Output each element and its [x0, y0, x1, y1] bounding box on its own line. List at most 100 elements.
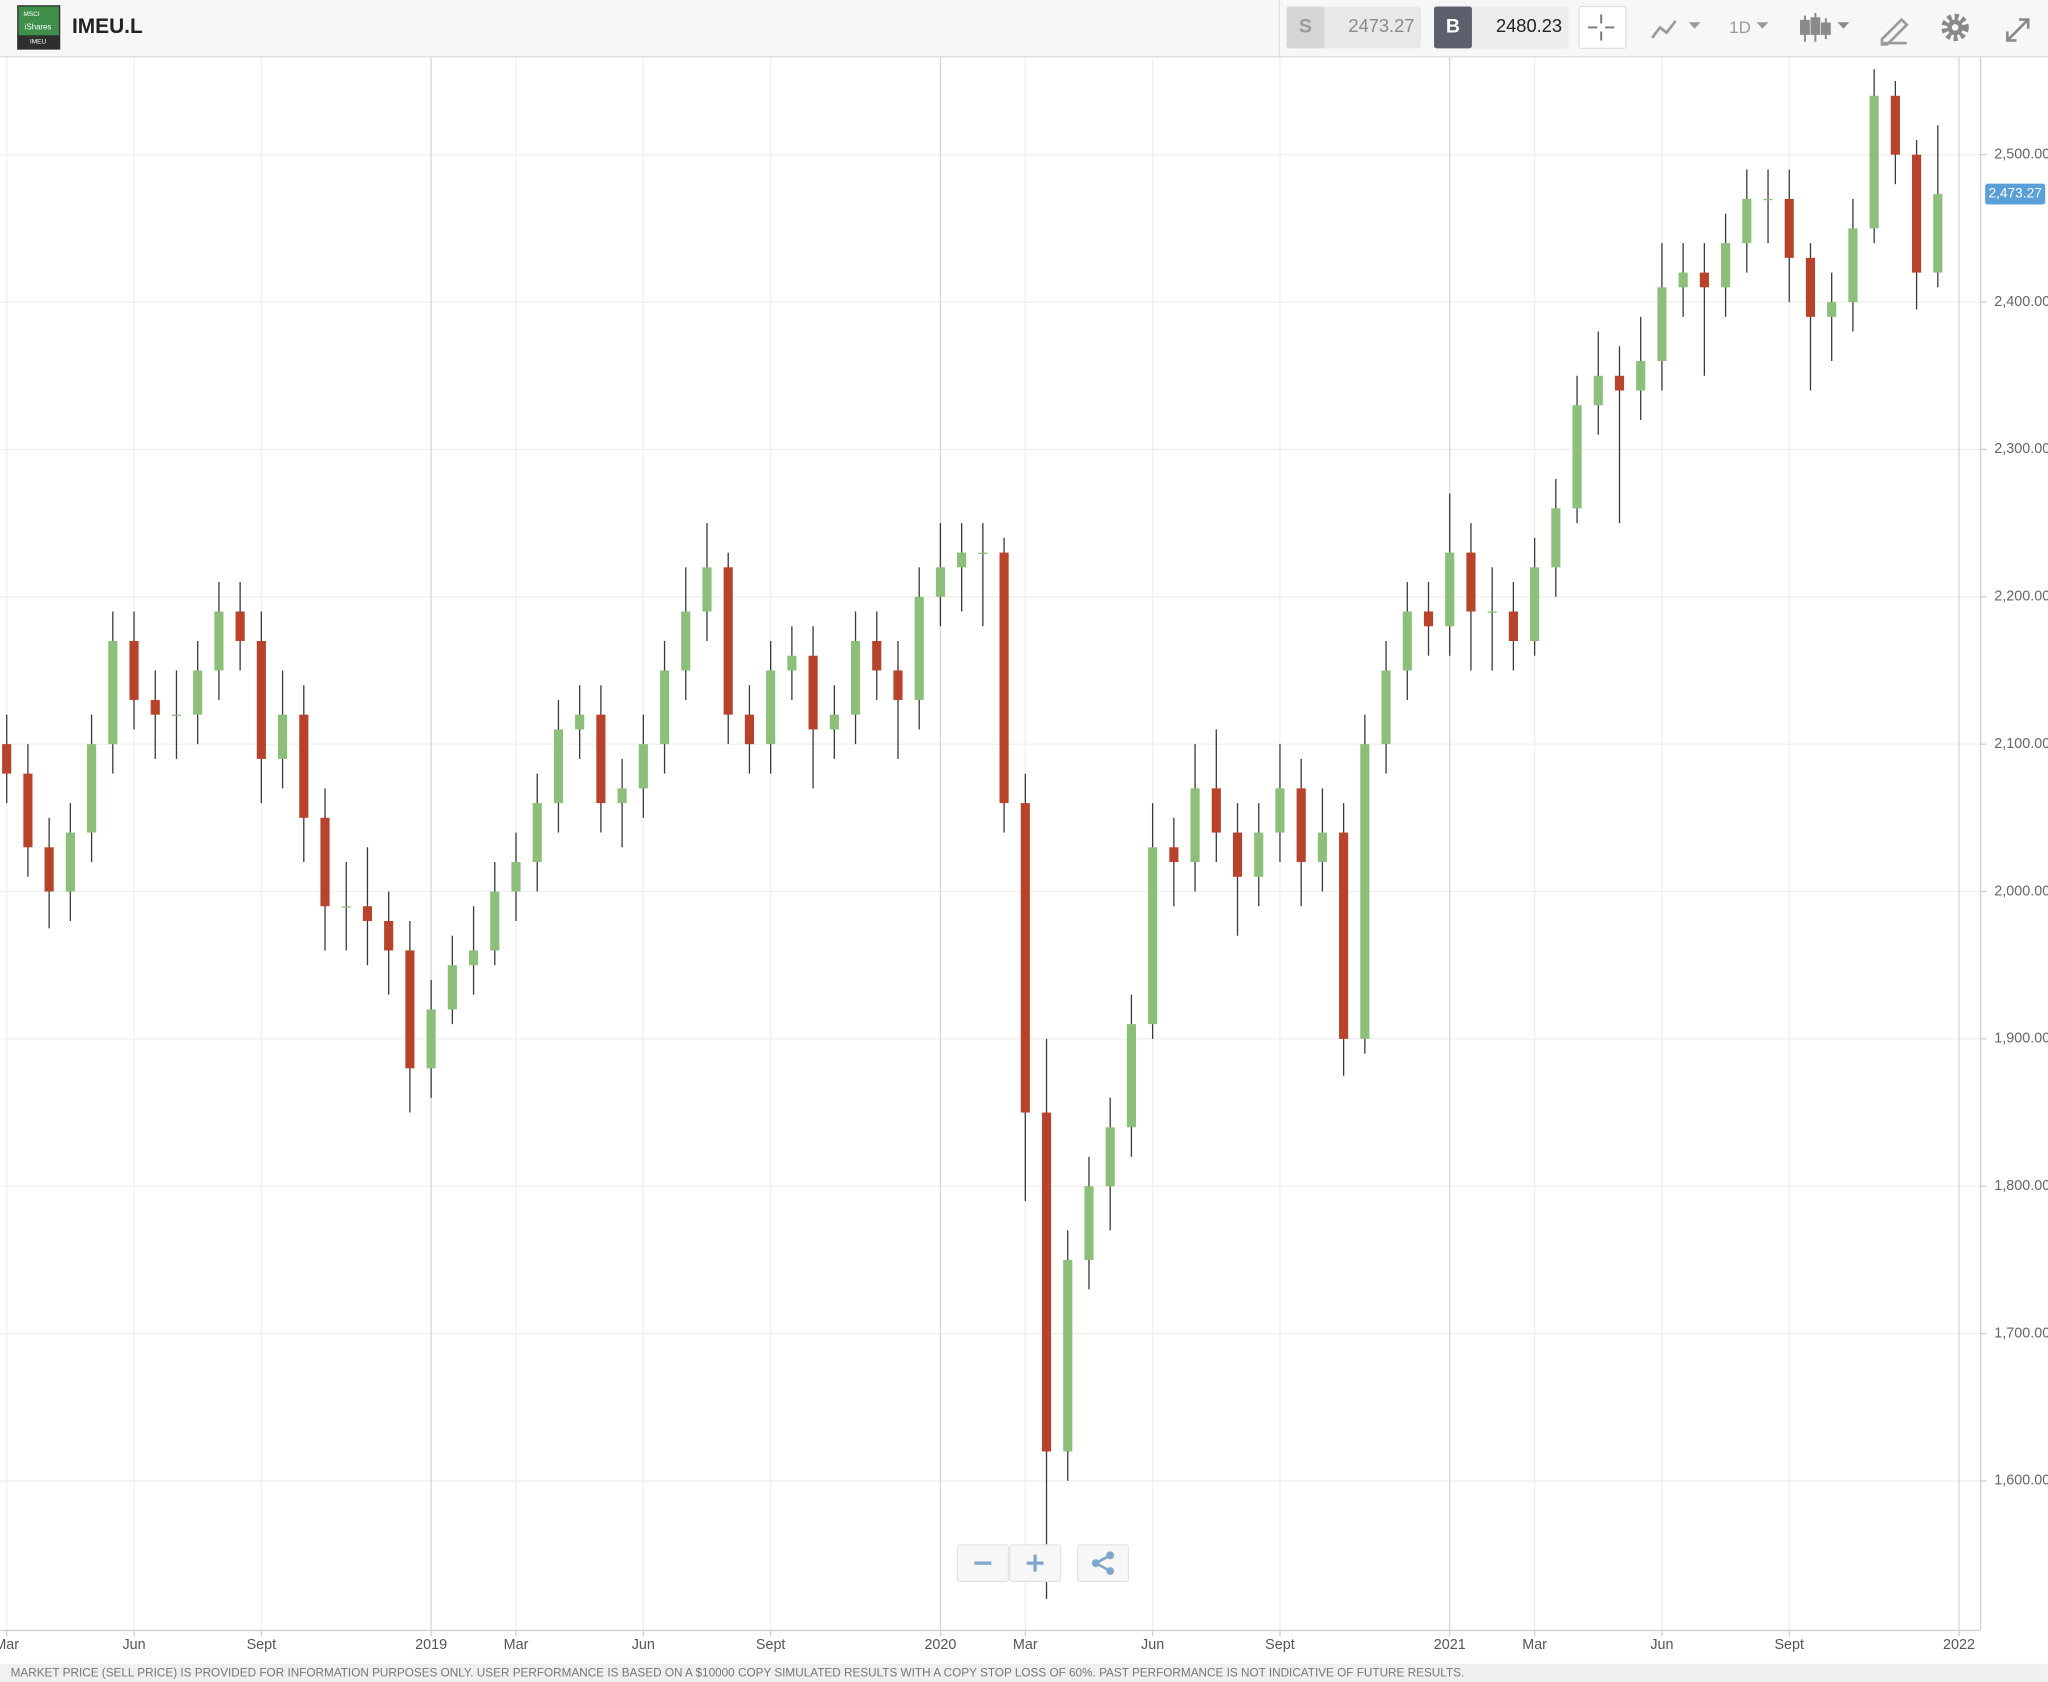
candle-body: [1063, 1259, 1073, 1452]
draw-button[interactable]: [1880, 17, 1909, 46]
crosshair-icon[interactable]: [1588, 14, 1615, 41]
y-tick-label: 2,200.00: [1994, 589, 2048, 605]
candle-body: [999, 552, 1009, 804]
candle-body: [1912, 154, 1922, 273]
candle-body: [766, 670, 776, 745]
candle-body: [787, 655, 797, 671]
logo-text: MSCI: [23, 11, 39, 18]
candle-body: [511, 862, 521, 892]
candle-body: [829, 714, 839, 730]
candle-body: [1105, 1127, 1115, 1187]
candle-body: [1041, 1112, 1052, 1452]
candle-body: [235, 611, 245, 641]
caret[interactable]: [1837, 22, 1850, 29]
gear-hole[interactable]: [1951, 24, 1959, 31]
logo-text: IMEU: [30, 39, 47, 46]
candle-body: [1827, 302, 1837, 317]
candle-body: [1084, 1186, 1094, 1260]
buy-label-box[interactable]: [1434, 6, 1472, 49]
candle-body: [596, 714, 606, 804]
caret[interactable]: [1756, 22, 1769, 29]
share-dot[interactable]: [1106, 1551, 1115, 1560]
candle-body: [1211, 788, 1221, 833]
interval[interactable]: 1D: [1729, 18, 1751, 37]
chart-style-button[interactable]: [1651, 20, 1701, 39]
candle-body: [278, 714, 288, 759]
fullscreen-button[interactable]: [2006, 18, 2030, 42]
crosshair-button[interactable]: [1578, 5, 1627, 49]
candle-body: [575, 714, 585, 730]
candle-body: [1699, 272, 1709, 288]
candle-body: [1190, 788, 1200, 863]
candles: [2, 69, 1943, 1599]
x-tick-label: Sept: [1774, 1637, 1804, 1653]
line-icon[interactable]: [1651, 20, 1677, 39]
candles-icon[interactable]: [1800, 13, 1831, 42]
candle-body: [1721, 243, 1731, 288]
share-dot[interactable]: [1106, 1567, 1115, 1575]
candle-body: [850, 640, 861, 715]
interval-button[interactable]: 1D: [1729, 18, 1769, 37]
candle-body: [150, 699, 160, 715]
candle-body: [1148, 847, 1158, 1025]
gear-teeth[interactable]: [1941, 13, 1969, 42]
x-tick-label: 2020: [924, 1637, 956, 1653]
candle-body: [681, 611, 691, 671]
sell-price[interactable]: 2473.27: [1348, 15, 1414, 36]
sell-label[interactable]: S: [1299, 16, 1312, 38]
candle-body: [405, 950, 415, 1069]
y-tick-label: 2,300.00: [1994, 441, 2048, 457]
candle-body: [171, 714, 182, 716]
candle-body: [23, 773, 33, 848]
x-tick-label: Mar: [1013, 1637, 1038, 1653]
candle-body: [1254, 832, 1264, 877]
candle-body: [1742, 198, 1752, 244]
candle-body: [659, 670, 670, 745]
candle-body: [1445, 552, 1455, 627]
candle-body: [1317, 832, 1327, 863]
candle-body: [193, 670, 203, 715]
last-price-label: 2,473.27: [1989, 186, 2042, 201]
settings-button[interactable]: [1941, 13, 1969, 42]
candle-body: [299, 714, 309, 818]
candle-body: [1869, 95, 1879, 229]
buy-price[interactable]: 2480.23: [1496, 15, 1562, 36]
y-tick-label: 1,600.00: [1994, 1473, 2048, 1489]
candle-body: [532, 803, 542, 863]
last-price-tag: [1985, 183, 2046, 205]
candle-body: [893, 670, 903, 700]
candle-body: [1275, 788, 1285, 833]
logo-top: [18, 6, 59, 36]
share-dot[interactable]: [1091, 1559, 1100, 1568]
zoom-in-icon[interactable]: [1026, 1554, 1044, 1572]
candle-body: [638, 744, 648, 789]
sell-label-box[interactable]: [1286, 6, 1325, 49]
candle-body: [1530, 567, 1540, 641]
candle-body: [1551, 508, 1561, 568]
x-tick-label: Mar: [504, 1637, 529, 1653]
candle-body: [362, 906, 373, 921]
candle-body: [935, 567, 945, 597]
logo: MSCI iShares IMEU: [17, 5, 61, 50]
x-tick-label: Jun: [122, 1637, 145, 1653]
buy-button[interactable]: B 2480.23: [1434, 6, 1569, 49]
y-tick-label: 1,800.00: [1994, 1178, 2048, 1194]
candle-body: [808, 655, 818, 730]
x-tick-label: Jun: [1650, 1637, 1673, 1653]
x-tick-label: 2022: [1943, 1637, 1975, 1653]
share-button[interactable]: [1076, 1544, 1130, 1583]
buy-label[interactable]: B: [1446, 16, 1460, 38]
candle-body: [44, 847, 54, 892]
sell-button[interactable]: S 2473.27: [1286, 6, 1421, 49]
candle-body: [468, 950, 479, 966]
crosshair-box[interactable]: [1578, 5, 1627, 49]
candle-body: [1466, 552, 1476, 612]
candle-body: [1848, 228, 1858, 303]
grid: [0, 57, 1980, 1630]
candle-body: [426, 1009, 436, 1069]
candle-body: [872, 640, 882, 671]
candle-type-button[interactable]: [1800, 13, 1850, 42]
caret[interactable]: [1688, 22, 1701, 29]
candle-body: [978, 552, 988, 554]
